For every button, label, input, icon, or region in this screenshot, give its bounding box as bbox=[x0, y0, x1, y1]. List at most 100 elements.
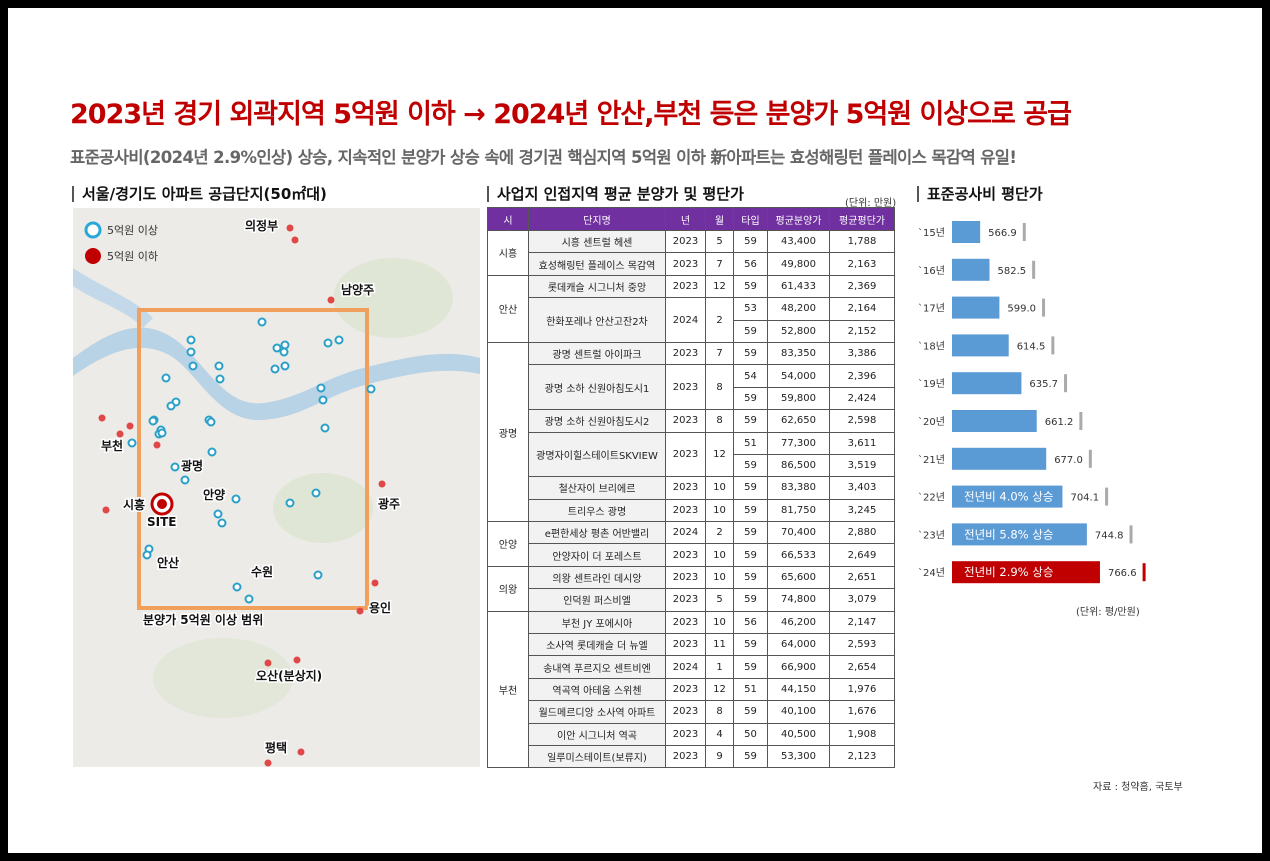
year-cell: 2023 bbox=[665, 498, 706, 523]
per-pyeong-cell: 3,519 bbox=[829, 453, 895, 478]
month-cell: 12 bbox=[705, 677, 734, 702]
table-row: 광명 소하 신원아침도시2 2023 8 59 62,650 2,598 bbox=[488, 409, 895, 433]
price-cell: 54,000 bbox=[767, 364, 830, 388]
type-cell: 59 bbox=[733, 453, 768, 478]
value-label: 766.6 bbox=[1108, 568, 1137, 579]
table-row: 송내역 푸르지오 센트비엔 2024 1 59 66,900 2,654 bbox=[488, 655, 895, 679]
table-row: 역곡역 아테움 스위첸 2023 12 51 44,150 1,976 bbox=[488, 677, 895, 702]
type-cell: 53 bbox=[733, 297, 768, 321]
month-cell: 7 bbox=[705, 341, 734, 366]
bar bbox=[952, 221, 981, 243]
year-cell: 2023 bbox=[665, 610, 706, 635]
price-cell: 44,150 bbox=[767, 677, 830, 702]
complex-marker bbox=[153, 441, 161, 449]
table-row: 효성해링턴 플레이스 목감역 2023 7 56 49,800 2,163 bbox=[488, 252, 895, 276]
value-label: 614.5 bbox=[1017, 341, 1046, 352]
map-label: 안산 bbox=[157, 555, 179, 570]
map-label: SITE bbox=[147, 515, 177, 529]
complex-marker bbox=[311, 488, 321, 498]
value-tick bbox=[1064, 374, 1068, 393]
per-pyeong-cell: 2,598 bbox=[829, 409, 895, 433]
type-cell: 56 bbox=[733, 610, 768, 635]
complex-marker bbox=[127, 438, 137, 448]
type-cell: 51 bbox=[733, 677, 768, 702]
year-cell: 2023 bbox=[665, 341, 706, 366]
per-pyeong-cell: 2,369 bbox=[829, 274, 895, 299]
complex-marker bbox=[272, 343, 282, 353]
per-pyeong-cell: 3,403 bbox=[829, 476, 895, 500]
map-label: 광주 bbox=[378, 496, 400, 511]
complex-name: 안양자이 더 포레스트 bbox=[528, 543, 666, 567]
legend-label: 5억원 이하 bbox=[107, 249, 158, 263]
month-cell: 10 bbox=[705, 565, 734, 590]
complex-name: 부천 JY 포에시아 bbox=[528, 610, 666, 635]
park bbox=[333, 258, 453, 338]
chart: `15년 566.9 `16년 582.5 `17년 599.0 `18년 614.5 `19년… bbox=[918, 221, 1146, 584]
complex-marker bbox=[313, 570, 323, 580]
bar bbox=[952, 561, 1100, 584]
complex-marker bbox=[244, 594, 254, 604]
type-cell: 59 bbox=[733, 498, 768, 523]
complex-marker bbox=[186, 335, 196, 345]
bar bbox=[952, 296, 1000, 319]
price-cell: 83,380 bbox=[767, 476, 830, 500]
complex-marker bbox=[126, 422, 134, 430]
per-pyeong-cell: 1,976 bbox=[829, 677, 895, 702]
year-cell: 2023 bbox=[665, 274, 706, 299]
complex-marker bbox=[188, 361, 198, 371]
month-cell: 2 bbox=[705, 521, 734, 545]
year-cell: 2023 bbox=[665, 722, 706, 746]
map-label: 남양주 bbox=[341, 282, 374, 297]
per-pyeong-cell: 2,880 bbox=[829, 521, 895, 545]
y-tick-label: `15년 bbox=[918, 227, 945, 239]
legend-marker bbox=[85, 248, 101, 264]
table-header-cell: 평균분양가 bbox=[767, 207, 830, 231]
month-cell: 10 bbox=[705, 498, 734, 523]
type-cell: 59 bbox=[733, 700, 768, 724]
year-cell: 2023 bbox=[665, 744, 706, 769]
year-cell: 2024 bbox=[665, 655, 706, 679]
per-pyeong-cell: 2,163 bbox=[829, 252, 895, 276]
map-label: 분양가 5억원 이상 범위 bbox=[143, 612, 263, 627]
city-cell: 부천 bbox=[487, 610, 529, 769]
y-tick-label: `24년 bbox=[918, 567, 945, 579]
type-cell: 59 bbox=[733, 229, 768, 254]
month-cell: 5 bbox=[705, 229, 734, 254]
year-cell: 2023 bbox=[665, 677, 706, 702]
map-title: 서울/경기도 아파트 공급단지(50㎡대) bbox=[72, 186, 327, 202]
value-label: 566.9 bbox=[988, 228, 1017, 239]
y-tick-label: `19년 bbox=[918, 378, 945, 390]
site-marker bbox=[157, 499, 167, 509]
table-row: 광명 광명 센트럴 아이파크 2023 7 59 83,350 3,386 bbox=[487, 341, 895, 523]
complex-marker bbox=[257, 317, 267, 327]
month-cell: 1 bbox=[705, 655, 734, 679]
type-cell: 59 bbox=[733, 543, 768, 567]
table-row: 59 52,800 2,152 bbox=[488, 319, 895, 343]
map-label: 의정부 bbox=[245, 218, 278, 233]
type-cell: 56 bbox=[733, 252, 768, 276]
complex-marker bbox=[161, 373, 171, 383]
complex-marker bbox=[318, 395, 328, 405]
complex-marker bbox=[378, 480, 386, 488]
per-pyeong-cell: 2,651 bbox=[829, 565, 895, 590]
price-cell: 70,400 bbox=[767, 521, 830, 545]
city-cell: 광명 bbox=[487, 341, 529, 523]
value-tick bbox=[1022, 223, 1026, 241]
price-cell: 66,900 bbox=[767, 655, 830, 679]
value-label: 704.1 bbox=[1070, 493, 1099, 504]
river bbox=[73, 327, 480, 421]
bar-annotation: 전년비 2.9% 상승 bbox=[964, 565, 1053, 579]
type-cell: 59 bbox=[733, 588, 768, 612]
complex-marker bbox=[371, 579, 379, 587]
city-cell: 안양 bbox=[487, 521, 529, 567]
bar bbox=[952, 258, 990, 281]
complex-marker bbox=[170, 462, 180, 472]
complex-marker bbox=[280, 340, 290, 350]
value-tick bbox=[1079, 412, 1083, 430]
table-row: 의왕 의왕 센트라인 데시앙 2023 10 59 65,600 2,651 bbox=[487, 565, 895, 612]
value-tick bbox=[1088, 449, 1092, 468]
price-cell: 83,350 bbox=[767, 341, 830, 366]
price-cell: 53,300 bbox=[767, 744, 830, 769]
